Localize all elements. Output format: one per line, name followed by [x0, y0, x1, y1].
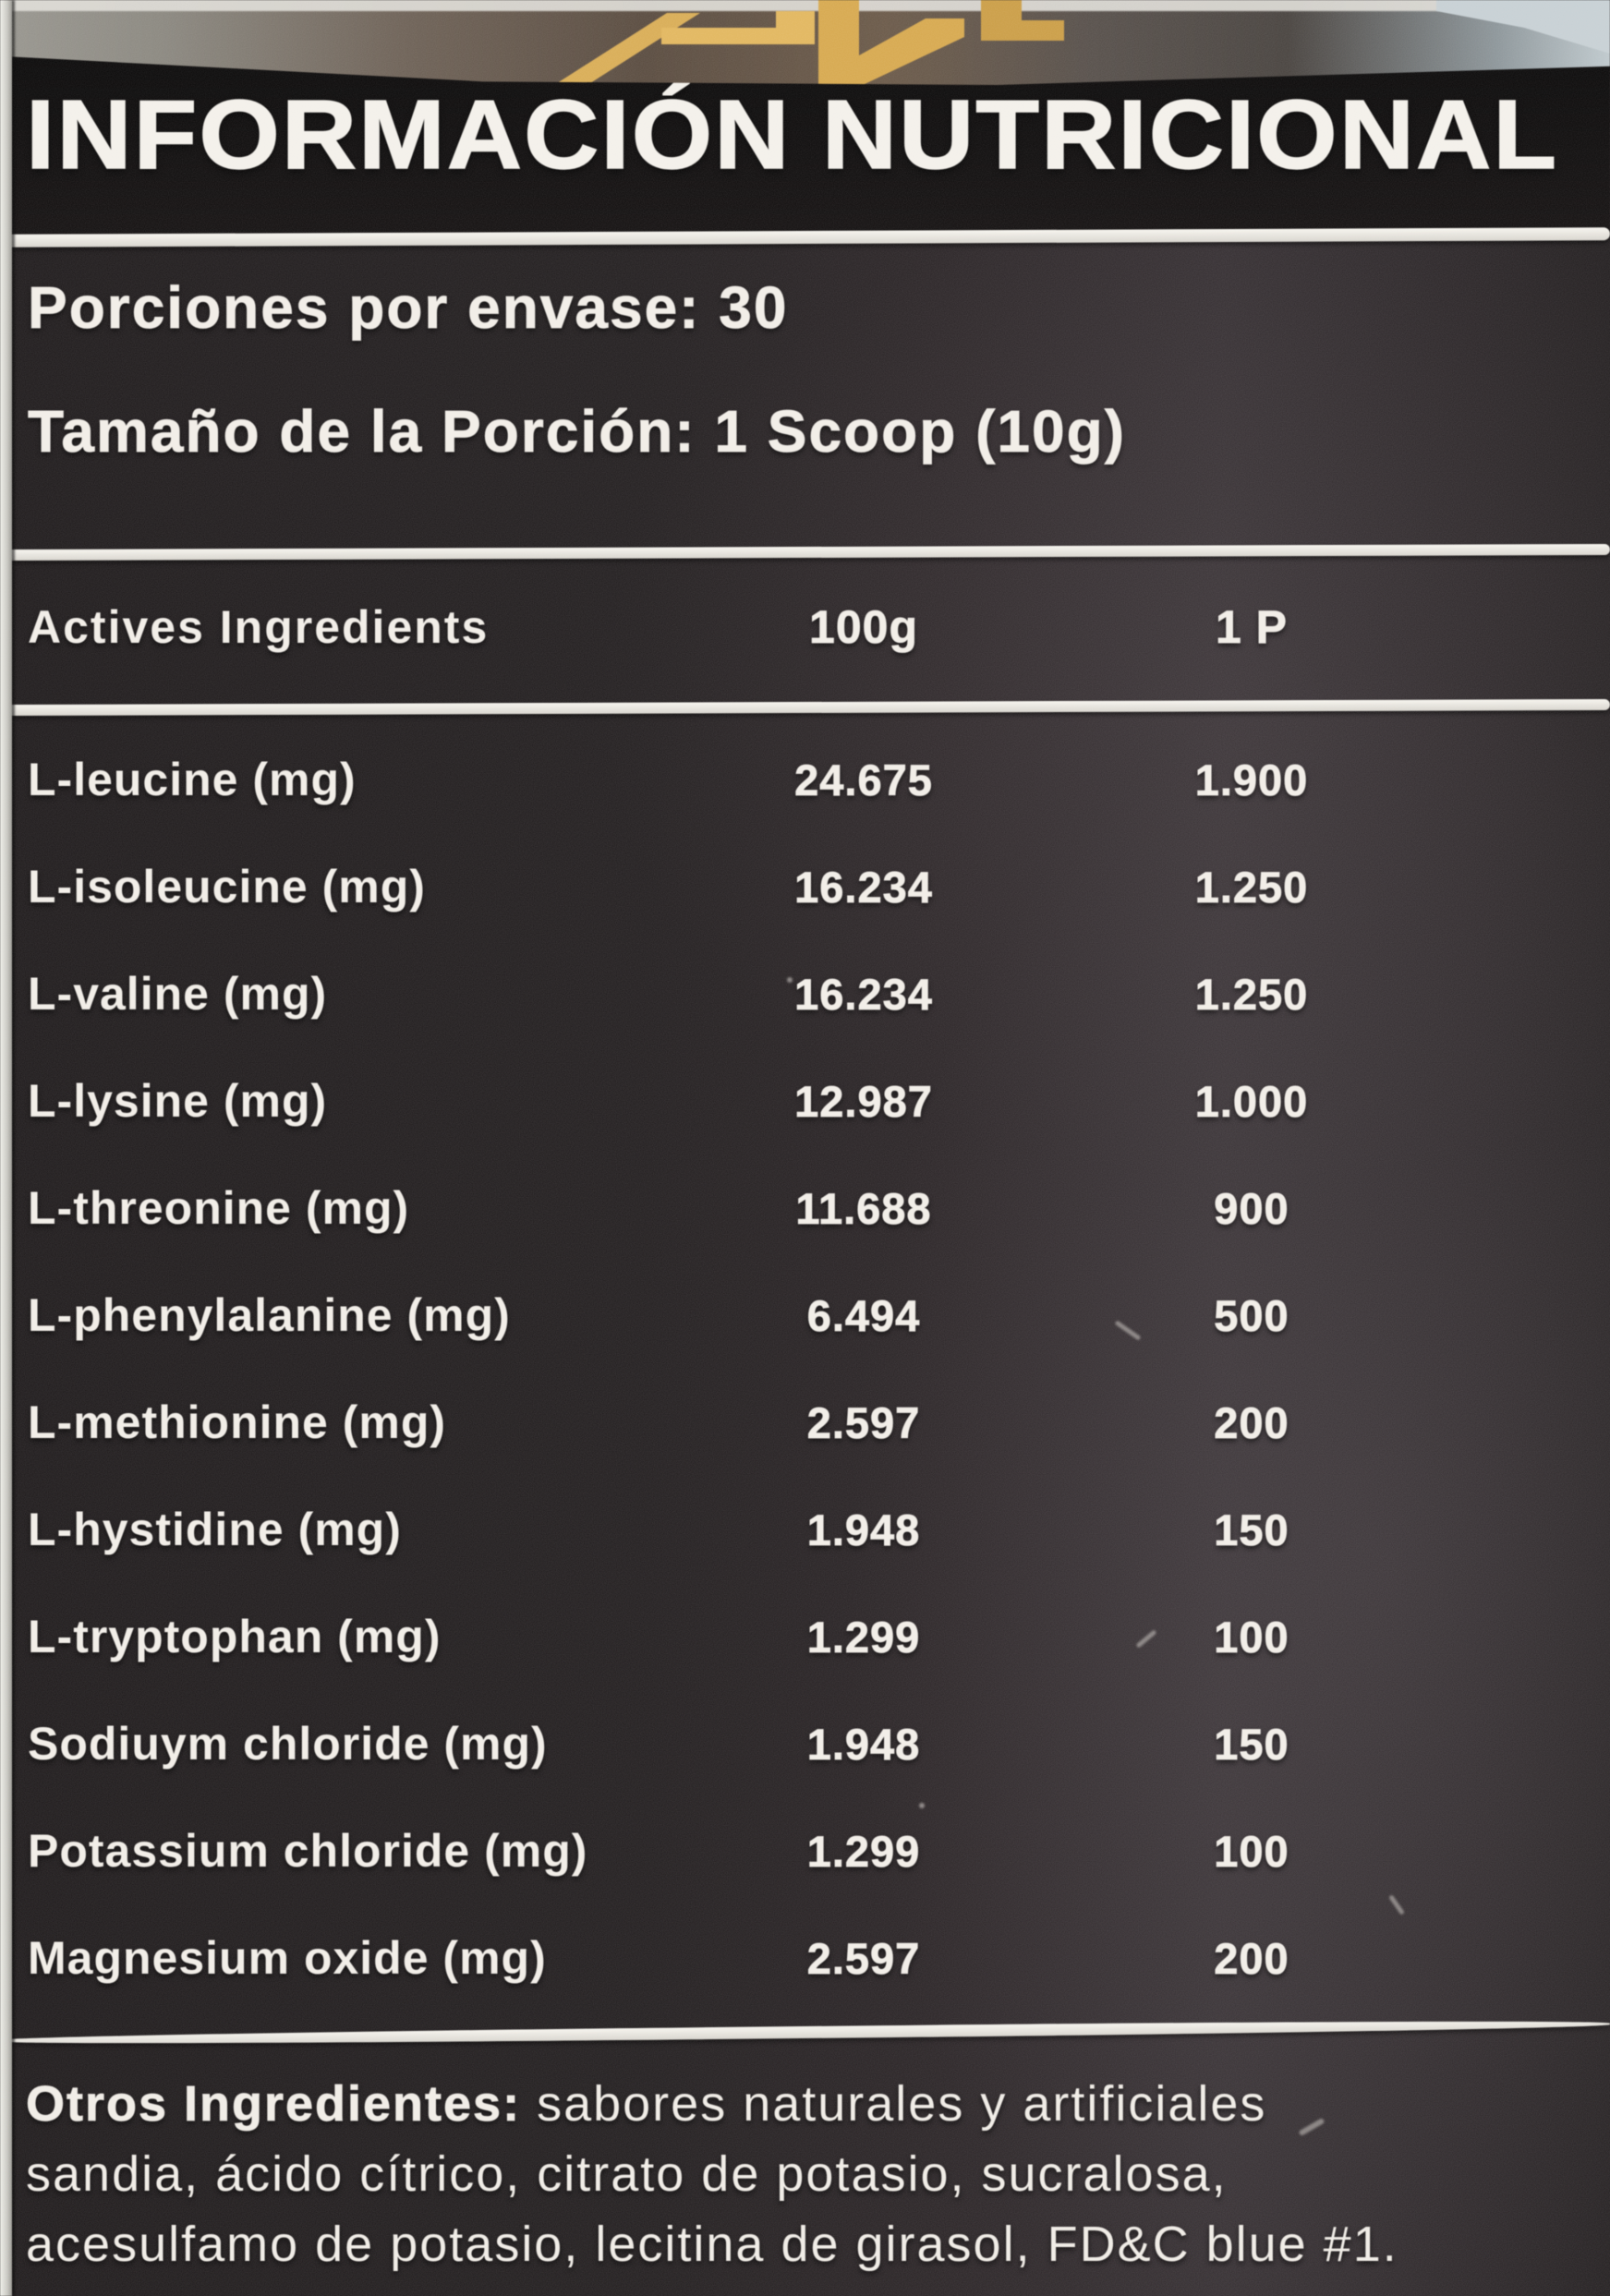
- servings-per-container: Porciones por envase: 30: [28, 274, 789, 342]
- header-per-portion: 1 P: [1215, 601, 1289, 654]
- value-per-portion: 1.000: [1194, 1076, 1309, 1126]
- dust-speck: [787, 977, 793, 983]
- ingredients-table: L-leucine (mg) 24.675 1.900 L-isoleucine…: [0, 726, 1610, 2012]
- table-row: L-tryptophan (mg) 1.299 100: [0, 1583, 1610, 1690]
- ingredient-name: Magnesium oxide (mg): [28, 1932, 547, 1984]
- value-per-portion: 100: [1214, 1826, 1289, 1876]
- label-title: INFORMACIÓN NUTRICIONAL: [25, 79, 1559, 190]
- table-row: Sodiuym chloride (mg) 1.948 150: [0, 1690, 1610, 1797]
- value-per-portion: 100: [1214, 1612, 1289, 1662]
- table-row: L-hystidine (mg) 1.948 150: [0, 1476, 1610, 1583]
- table-row: L-valine (mg) 16.234 1.250: [0, 940, 1610, 1047]
- table-row: L-phenylalanine (mg) 6.494 500: [0, 1262, 1610, 1369]
- value-per-100g: 16.234: [794, 969, 933, 1019]
- table-row: L-threonine (mg) 11.688 900: [0, 1154, 1610, 1262]
- divider-line: [0, 543, 1610, 562]
- table-row: Magnesium oxide (mg) 2.597 200: [0, 1904, 1610, 2012]
- table-row: L-leucine (mg) 24.675 1.900: [0, 726, 1610, 833]
- ingredient-name: L-lysine (mg): [28, 1075, 328, 1127]
- value-per-100g: 24.675: [794, 755, 933, 804]
- ingredient-name: Sodiuym chloride (mg): [28, 1718, 548, 1770]
- value-per-portion: 150: [1214, 1504, 1289, 1554]
- divider-line: [0, 698, 1610, 717]
- header-per-100g: 100g: [809, 601, 918, 654]
- ingredient-name: L-isoleucine (mg): [28, 861, 426, 912]
- other-ingredients-line: Otros Ingredientes: sabores naturales y …: [26, 2069, 1588, 2139]
- value-per-100g: 11.688: [795, 1183, 932, 1233]
- table-row: L-isoleucine (mg) 16.234 1.250: [0, 833, 1610, 940]
- ingredient-name: L-tryptophan (mg): [28, 1611, 442, 1662]
- value-per-portion: 500: [1214, 1290, 1289, 1340]
- other-ingredients-label: Otros Ingredientes:: [26, 2076, 522, 2133]
- photo-left-edge: [0, 0, 12, 2296]
- table-header: Actives Ingredients 100g 1 P: [0, 587, 1610, 667]
- table-row: L-lysine (mg) 12.987 1.000: [0, 1047, 1610, 1154]
- value-per-portion: 1.900: [1194, 755, 1309, 804]
- value-per-portion: 200: [1214, 1397, 1289, 1447]
- ingredient-name: L-leucine (mg): [28, 754, 357, 805]
- divider-line: [0, 2017, 1610, 2048]
- value-per-100g: 12.987: [794, 1076, 933, 1126]
- value-per-100g: 1.948: [806, 1719, 921, 1769]
- value-per-100g: 6.494: [806, 1290, 921, 1340]
- other-ingredients: Otros Ingredientes: sabores naturales y …: [26, 2069, 1588, 2279]
- other-ingredients-line: sandia, ácido cítrico, citrato de potasi…: [26, 2146, 1228, 2202]
- table-row: Potassium chloride (mg) 1.299 100: [0, 1797, 1610, 1904]
- ingredient-name: L-phenylalanine (mg): [28, 1289, 511, 1341]
- value-per-portion: 900: [1214, 1183, 1289, 1233]
- value-per-100g: 1.948: [806, 1504, 921, 1554]
- dust-speck: [919, 1803, 925, 1808]
- value-per-portion: 150: [1214, 1719, 1289, 1769]
- value-per-100g: 2.597: [806, 1933, 921, 1983]
- header-ingredient: Actives Ingredients: [28, 601, 490, 653]
- value-per-portion: 1.250: [1194, 862, 1309, 912]
- ingredient-name: L-methionine (mg): [28, 1396, 447, 1448]
- ingredient-name: L-hystidine (mg): [28, 1504, 402, 1555]
- other-ingredients-line: acesulfamo de potasio, lecitina de giras…: [26, 2217, 1398, 2272]
- ingredient-name: Potassium chloride (mg): [28, 1825, 588, 1877]
- value-per-100g: 1.299: [806, 1612, 921, 1662]
- ingredient-name: L-threonine (mg): [28, 1182, 410, 1234]
- value-per-100g: 2.597: [806, 1397, 921, 1447]
- value-per-100g: 1.299: [806, 1826, 921, 1876]
- value-per-100g: 16.234: [794, 862, 933, 912]
- table-row: L-methionine (mg) 2.597 200: [0, 1369, 1610, 1476]
- serving-size: Tamaño de la Porción: 1 Scoop (10g): [28, 398, 1126, 465]
- ingredient-name: L-valine (mg): [28, 968, 328, 1020]
- value-per-portion: 200: [1214, 1933, 1289, 1983]
- other-ingredients-text: sabores naturales y artificiales: [521, 2076, 1267, 2132]
- value-per-portion: 1.250: [1194, 969, 1309, 1019]
